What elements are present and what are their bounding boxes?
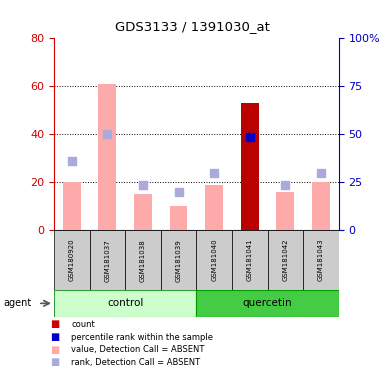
Bar	[161, 230, 196, 290]
Text: GSM180920: GSM180920	[69, 239, 75, 281]
Bar	[241, 103, 259, 230]
Bar	[196, 290, 339, 317]
Text: percentile rank within the sample: percentile rank within the sample	[71, 333, 213, 342]
Bar	[268, 230, 303, 290]
Bar	[196, 230, 232, 290]
Bar	[63, 182, 80, 230]
Bar	[99, 84, 116, 230]
Text: GDS3133 / 1391030_at: GDS3133 / 1391030_at	[115, 20, 270, 33]
Bar	[54, 230, 90, 290]
Text: GSM181040: GSM181040	[211, 239, 217, 281]
Point	[69, 158, 75, 164]
Bar	[90, 230, 125, 290]
Text: GSM181038: GSM181038	[140, 239, 146, 281]
Point	[318, 170, 324, 176]
Text: rank, Detection Call = ABSENT: rank, Detection Call = ABSENT	[71, 358, 200, 367]
Bar	[232, 230, 268, 290]
Text: ■: ■	[50, 332, 59, 342]
Text: count: count	[71, 320, 95, 329]
Text: GSM181043: GSM181043	[318, 239, 324, 281]
Bar	[276, 192, 294, 230]
Point	[247, 134, 253, 140]
Text: quercetin: quercetin	[243, 298, 292, 308]
Point	[140, 182, 146, 188]
Text: value, Detection Call = ABSENT: value, Detection Call = ABSENT	[71, 345, 204, 354]
Bar	[134, 194, 152, 230]
Text: ■: ■	[50, 319, 59, 329]
Bar	[170, 207, 187, 230]
Point	[282, 182, 288, 188]
Point	[176, 189, 182, 195]
Text: control: control	[107, 298, 143, 308]
Point	[104, 131, 110, 137]
Text: ■: ■	[50, 345, 59, 355]
Bar	[54, 290, 196, 317]
Point	[211, 170, 217, 176]
Text: GSM181039: GSM181039	[176, 239, 182, 281]
Text: GSM181041: GSM181041	[247, 239, 253, 281]
Bar	[312, 182, 330, 230]
Text: GSM181042: GSM181042	[282, 239, 288, 281]
Text: agent: agent	[4, 298, 32, 308]
Bar	[303, 230, 339, 290]
Bar	[125, 230, 161, 290]
Bar	[205, 185, 223, 230]
Text: GSM181037: GSM181037	[104, 239, 110, 281]
Text: ■: ■	[50, 358, 59, 367]
